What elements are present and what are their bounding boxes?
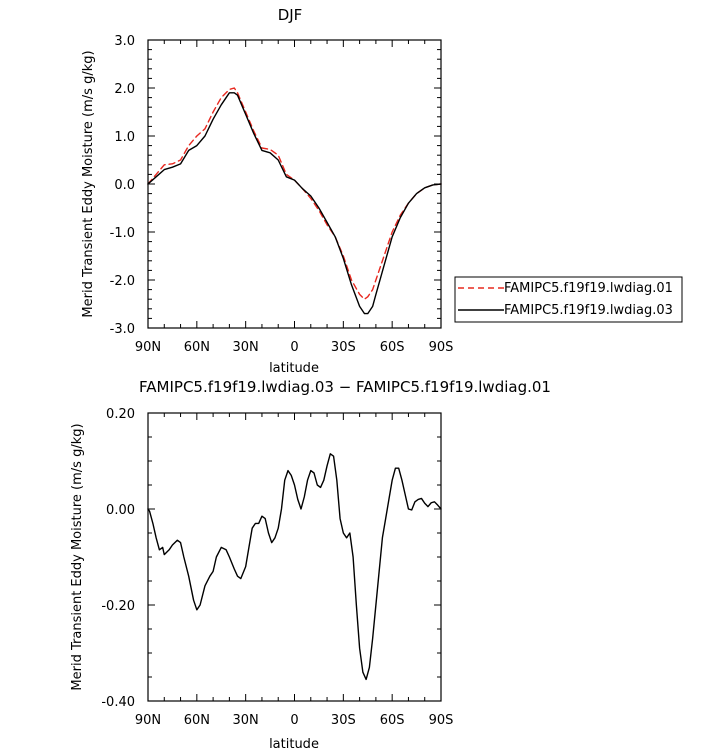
bottom-y-tick-label: -0.40 <box>101 695 135 710</box>
bottom-y-tick-label: 0.20 <box>106 407 135 422</box>
top-y-axis-label: Merid Transient Eddy Moisture (m/s g/kg) <box>81 50 96 317</box>
bottom-x-tick-label: 60N <box>184 713 210 728</box>
top-panel-title: DJF <box>278 6 303 24</box>
legend-label-lwdiag01: FAMIPC5.f19f19.lwdiag.01 <box>504 281 673 296</box>
bottom-panel-title: FAMIPC5.f19f19.lwdiag.03 − FAMIPC5.f19f1… <box>139 378 551 396</box>
top-x-tick-label: 30S <box>331 340 356 355</box>
bottom-y-tick-label: 0.00 <box>106 503 135 518</box>
bottom-y-axis-label: Merid Transient Eddy Moisture (m/s g/kg) <box>70 423 85 690</box>
top-x-tick-label: 90S <box>429 340 454 355</box>
bottom-x-tick-label: 30N <box>233 713 259 728</box>
bottom-x-axis-label: latitude <box>269 737 319 752</box>
top-series-line-1 <box>147 87 442 300</box>
bottom-axes: 90N 60N 30N 0 30S 60S 90S 0.20 0.00 -0.20 -0.40 <box>101 407 453 728</box>
top-x-tick-label: 60N <box>184 340 210 355</box>
top-y-tick-label: 2.0 <box>114 82 135 97</box>
top-x-tick-label: 90N <box>135 340 161 355</box>
bottom-panel: FAMIPC5.f19f19.lwdiag.03 − FAMIPC5.f19f1… <box>70 378 551 752</box>
top-x-tick-label: 0 <box>290 340 298 355</box>
bottom-x-tick-label: 90N <box>135 713 161 728</box>
top-y-tick-label: 0.0 <box>114 178 135 193</box>
bottom-plot-area <box>147 453 442 681</box>
top-y-tick-label: -3.0 <box>110 322 135 337</box>
top-y-tick-label: 1.0 <box>114 130 135 145</box>
top-x-tick-label: 30N <box>233 340 259 355</box>
bottom-x-tick-label: 90S <box>429 713 454 728</box>
bottom-y-tick-label: -0.20 <box>101 599 135 614</box>
top-x-tick-label: 60S <box>380 340 405 355</box>
legend-label-lwdiag03: FAMIPC5.f19f19.lwdiag.03 <box>504 303 673 318</box>
top-y-tick-label: 3.0 <box>114 34 135 49</box>
top-plot-frame <box>147 39 442 329</box>
top-axes: 90N 60N 30N 0 30S 60S 90S 3.0 2.0 1.0 0.0 -1.0 -2.0 -… <box>110 34 454 355</box>
bottom-plot-frame <box>147 412 442 702</box>
bottom-series-line-1 <box>147 453 442 681</box>
top-panel: DJF 90N 60N 30N 0 30S 60S 90S 3.0 2.0 1.0 0.0 -1.0 -… <box>81 6 683 376</box>
top-series-line-2 <box>147 92 442 315</box>
top-y-tick-label: -2.0 <box>110 274 135 289</box>
top-y-tick-label: -1.0 <box>110 226 135 241</box>
bottom-x-tick-label: 30S <box>331 713 356 728</box>
bottom-x-tick-label: 0 <box>290 713 298 728</box>
legend-box <box>454 276 683 323</box>
top-x-axis-label: latitude <box>269 361 319 376</box>
legend: FAMIPC5.f19f19.lwdiag.01 FAMIPC5.f19f19.… <box>454 276 683 323</box>
bottom-x-tick-label: 60S <box>380 713 405 728</box>
top-plot-area <box>147 87 442 315</box>
